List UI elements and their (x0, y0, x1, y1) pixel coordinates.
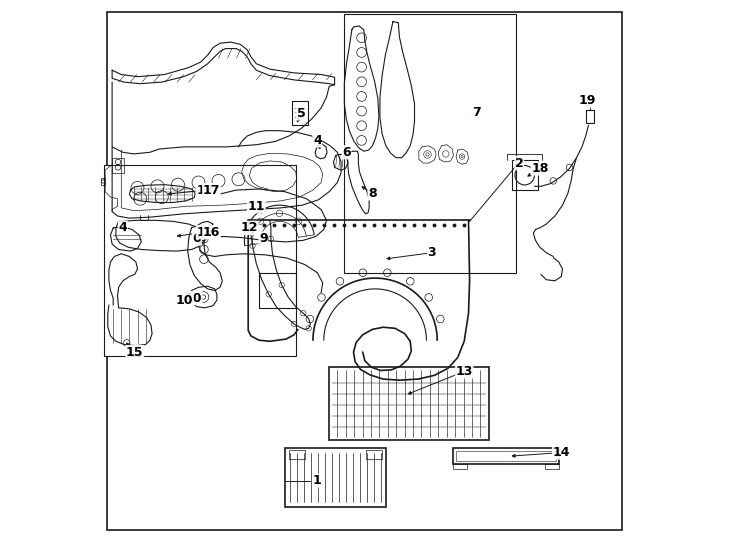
Bar (104, 165, 296, 356)
Text: 1: 1 (313, 474, 321, 487)
Text: 14: 14 (553, 446, 570, 459)
Text: 17: 17 (196, 184, 214, 197)
Bar (289, 450, 305, 459)
Text: 3: 3 (427, 246, 436, 259)
Text: 18: 18 (531, 162, 548, 175)
Bar (512, 160, 537, 190)
Bar (292, 101, 308, 125)
Text: 17: 17 (203, 184, 220, 197)
Bar (330, 367, 489, 440)
Circle shape (201, 295, 206, 299)
Text: 4: 4 (119, 221, 127, 234)
Text: 2: 2 (515, 157, 523, 170)
Text: 6: 6 (192, 232, 201, 245)
Bar (285, 448, 386, 507)
Bar (454, 464, 467, 469)
Text: 7: 7 (472, 106, 481, 119)
Circle shape (426, 153, 429, 156)
Bar (366, 450, 382, 459)
Text: 9: 9 (259, 232, 268, 245)
Bar (259, 273, 296, 308)
Text: 12: 12 (241, 221, 258, 234)
Text: 16: 16 (196, 226, 214, 239)
Text: 10: 10 (175, 294, 193, 307)
Bar (586, 110, 595, 123)
Circle shape (461, 156, 463, 158)
Bar (112, 158, 124, 173)
Text: 16: 16 (203, 226, 220, 239)
Bar (456, 451, 556, 461)
Text: 15: 15 (126, 346, 144, 359)
Bar (344, 14, 515, 273)
Text: 4: 4 (313, 134, 321, 147)
Text: 11: 11 (247, 200, 265, 213)
Text: 5: 5 (297, 107, 305, 120)
Text: 6: 6 (342, 146, 351, 159)
Text: 8: 8 (368, 187, 377, 200)
Bar (545, 464, 559, 469)
Text: 19: 19 (578, 94, 596, 107)
Text: 10: 10 (184, 292, 202, 305)
Bar (454, 448, 559, 464)
Text: 13: 13 (456, 365, 473, 378)
